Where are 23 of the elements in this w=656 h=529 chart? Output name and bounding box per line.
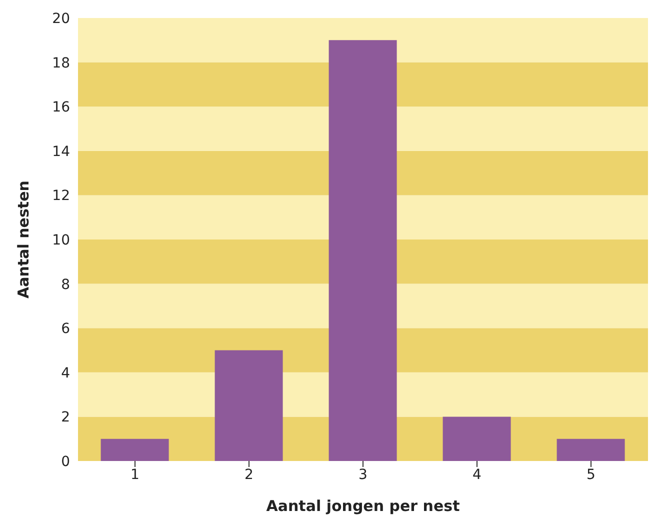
y-tick-label: 16 [52,100,70,116]
y-tick-label: 4 [61,365,70,382]
y-tick-label: 14 [52,144,70,160]
x-tick-label: 4 [472,466,482,483]
bar [328,40,397,461]
x-axis-title: Aantal jongen per nest [266,497,460,515]
bar [100,438,169,461]
y-tick-label: 0 [61,454,70,470]
x-tick-label: 3 [358,466,368,483]
bar [556,438,625,461]
y-tick-label: 12 [52,188,70,204]
y-tick-label: 8 [61,276,70,293]
y-tick-label: 20 [52,10,70,27]
bar [442,416,511,461]
y-tick-label: 6 [61,321,70,338]
x-tick-label: 2 [244,466,254,483]
x-tick-label: 5 [586,466,596,483]
y-tick-label: 18 [52,55,70,72]
x-tick-label: 1 [130,466,140,483]
y-tick-label: 2 [61,410,70,426]
y-axis-title: Aantal nesten [14,180,32,298]
y-tick-label: 10 [52,232,70,248]
bar [214,350,283,461]
